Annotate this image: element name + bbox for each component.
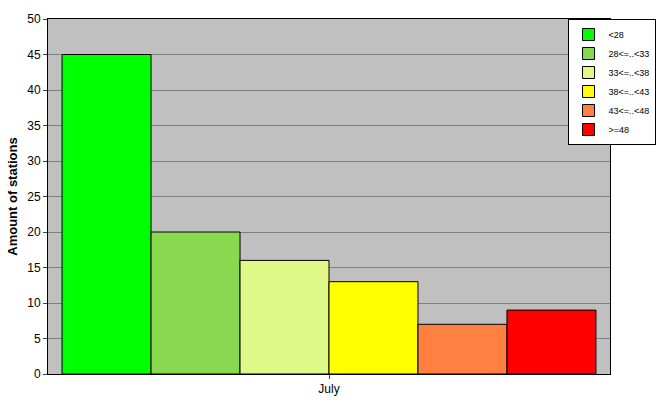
svg-text:>=48: >=48: [609, 125, 630, 135]
svg-text:35: 35: [27, 119, 41, 133]
svg-text:0: 0: [34, 367, 41, 381]
svg-text:Amount of stations: Amount of stations: [5, 137, 20, 255]
svg-text:25: 25: [27, 190, 41, 204]
svg-text:30: 30: [27, 154, 41, 168]
svg-text:38<=..<43: 38<=..<43: [609, 87, 650, 97]
svg-text:28<=..<33: 28<=..<33: [609, 49, 650, 59]
svg-text:20: 20: [27, 225, 41, 239]
svg-text:40: 40: [27, 83, 41, 97]
svg-text:45: 45: [27, 48, 41, 62]
svg-text:43<=..<48: 43<=..<48: [609, 106, 650, 116]
svg-text:15: 15: [27, 261, 41, 275]
svg-text:5: 5: [34, 332, 41, 346]
svg-text:33<=..<38: 33<=..<38: [609, 68, 650, 78]
svg-text:July: July: [318, 382, 339, 396]
svg-text:<28: <28: [609, 30, 624, 40]
svg-text:50: 50: [27, 12, 41, 26]
svg-text:10: 10: [27, 296, 41, 310]
